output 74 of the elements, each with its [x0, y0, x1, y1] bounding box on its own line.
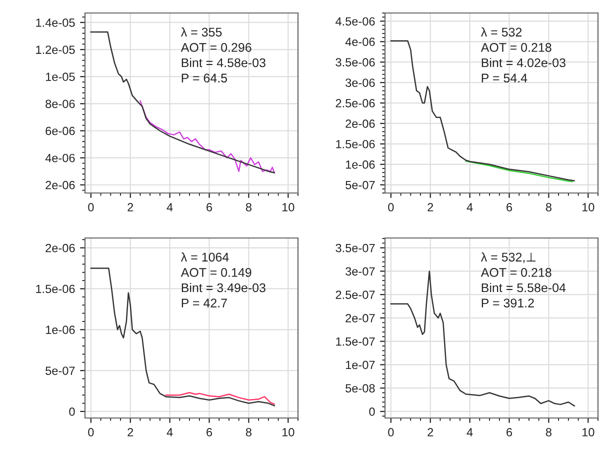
y-tick-label: 3e-07 [346, 267, 375, 276]
y-tick-label: 1.5e-06 [336, 140, 375, 148]
y-tick-label: 2e-06 [46, 180, 75, 190]
y-tick-label: 2.5e-06 [336, 99, 375, 108]
y-tick-label: 3.5e-06 [336, 58, 375, 66]
x-tick-label: 10 [582, 203, 594, 212]
annotation: P = 391.2 [482, 298, 534, 308]
y-tick-label: 1.5e-06 [36, 284, 75, 294]
y-tick-label: 0 [69, 407, 75, 416]
x-tick-label: 2 [428, 203, 434, 212]
y-tick-label: 5e-07 [346, 180, 375, 190]
x-tick-label: 2 [128, 428, 134, 436]
annotation: AOT = 0.149 [180, 268, 252, 277]
x-tick-label: 0 [388, 203, 394, 212]
y-tick-label: 6e-06 [46, 126, 75, 136]
y-tick-label: 4e-06 [345, 38, 375, 46]
annotation: Bint = 4.58e-03 [182, 58, 266, 68]
y-tick-label: 1.2e-05 [36, 46, 75, 54]
annotation: λ = 532,⊥ [480, 252, 536, 264]
y-tick-label: 3e-06 [346, 78, 375, 87]
y-tick-label: 0 [369, 407, 375, 416]
x-tick-label: 0 [88, 428, 94, 436]
annotation: P = 64.5 [182, 74, 228, 82]
y-tick-label: 4e-06 [45, 154, 75, 162]
x-tick-label: 6 [506, 428, 512, 436]
annotation: AOT = 0.296 [180, 43, 252, 52]
y-tick-label: 2e-06 [46, 244, 75, 252]
y-tick-label: 5e-07 [46, 366, 75, 375]
y-tick-label: 4.5e-06 [336, 17, 375, 26]
annotation: P = 54.4 [482, 74, 528, 82]
x-tick-label: 10 [582, 428, 594, 436]
x-tick-label: 6 [506, 203, 512, 212]
x-tick-label: 2 [428, 428, 434, 436]
y-tick-label: 1.5e-07 [336, 337, 375, 346]
x-tick-label: 2 [128, 203, 134, 212]
x-tick-label: 8 [246, 428, 252, 436]
y-tick-label: 1.4e-05 [36, 18, 75, 27]
y-tick-label: 1e-06 [46, 326, 75, 334]
y-tick-label: 3.5e-07 [336, 244, 375, 252]
x-tick-label: 0 [388, 428, 394, 436]
x-tick-label: 4 [166, 203, 173, 212]
annotation: P = 42.7 [182, 298, 227, 308]
x-tick-label: 8 [246, 203, 252, 212]
annotation: λ = 1064 [180, 252, 229, 262]
y-tick-label: 8e-06 [46, 100, 75, 108]
x-tick-label: 6 [206, 203, 212, 212]
y-tick-label: 2e-06 [346, 119, 375, 128]
y-tick-label: 1e-06 [346, 160, 375, 169]
y-tick-label: 5e-08 [346, 384, 375, 392]
annotation: AOT = 0.218 [480, 268, 552, 277]
x-tick-label: 4 [466, 203, 473, 212]
annotation: Bint = 5.58e-04 [482, 283, 566, 292]
y-tick-label: 1e-07 [346, 360, 375, 370]
annotation: Bint = 4.02e-03 [482, 58, 566, 68]
x-tick-label: 10 [282, 428, 294, 436]
x-tick-label: 4 [466, 428, 473, 436]
annotation: λ = 355 [180, 27, 222, 37]
line-series [90, 268, 275, 406]
y-tick-label: 2.5e-07 [336, 290, 375, 299]
x-tick-label: 8 [546, 428, 552, 436]
annotation: AOT = 0.218 [480, 43, 552, 52]
line-series [165, 392, 275, 405]
x-tick-label: 10 [282, 203, 294, 212]
x-tick-label: 0 [88, 203, 94, 212]
x-tick-label: 6 [206, 428, 212, 436]
annotation: λ = 532 [480, 27, 522, 37]
x-tick-label: 4 [166, 428, 173, 436]
line-series [465, 160, 573, 182]
annotation: Bint = 3.49e-03 [182, 283, 266, 292]
y-tick-label: 1e-05 [46, 72, 75, 82]
y-tick-label: 2e-07 [346, 314, 375, 322]
line-series [140, 100, 275, 174]
x-tick-label: 8 [546, 203, 552, 212]
line-series [390, 40, 575, 182]
